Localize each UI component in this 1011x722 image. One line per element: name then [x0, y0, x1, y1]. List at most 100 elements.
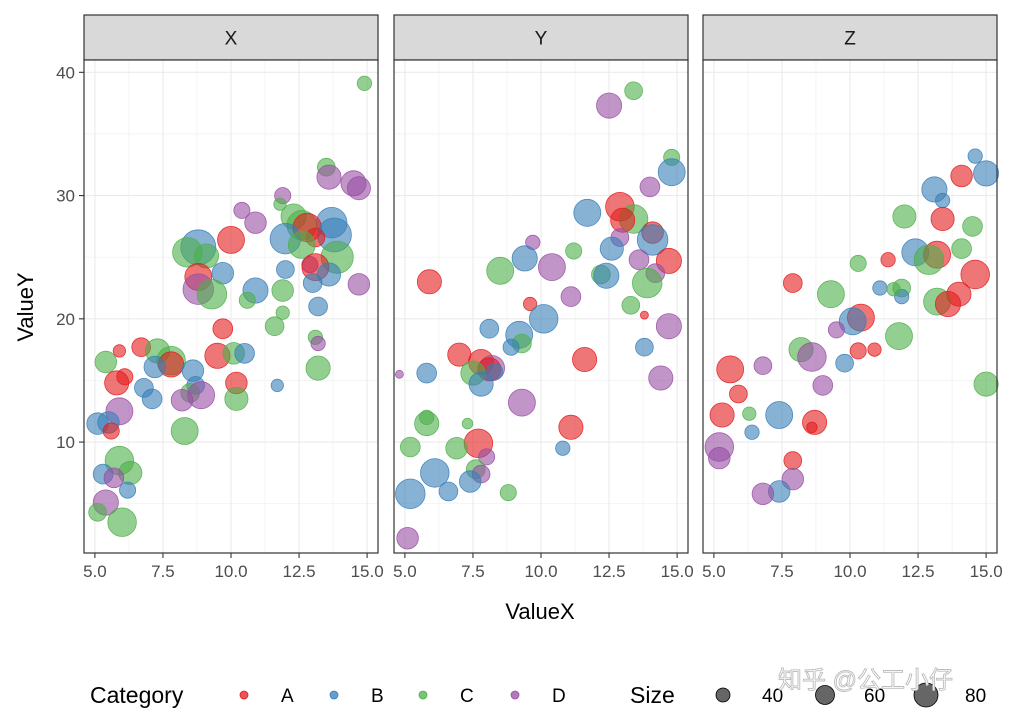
point-b [316, 262, 341, 287]
point-c [885, 322, 913, 351]
point-a [849, 342, 867, 360]
point-c [264, 316, 285, 337]
point-c [624, 81, 643, 101]
point-c [632, 267, 663, 299]
point-c [356, 75, 372, 92]
point-a [572, 346, 598, 372]
point-c [913, 244, 945, 275]
point-a [709, 402, 735, 428]
point-b [636, 224, 669, 256]
point-a [217, 225, 245, 254]
point-b [635, 337, 654, 357]
x-tick-label: 5.0 [702, 562, 726, 581]
y-tick-label: 40 [56, 63, 75, 82]
point-b [502, 338, 520, 356]
point-d [310, 335, 326, 352]
facet-strip-label: Z [844, 29, 856, 50]
point-d [396, 527, 419, 550]
y-tick-label: 30 [56, 187, 75, 206]
point-b [872, 280, 888, 296]
point-b [438, 481, 459, 502]
point-b [459, 470, 482, 493]
point-d [316, 164, 342, 190]
x-tick-label: 7.5 [770, 562, 794, 581]
point-c [170, 417, 199, 445]
point-d [648, 365, 674, 391]
watermark: 知乎 @公工小仔 [778, 667, 953, 694]
point-c [414, 411, 440, 437]
facet-strip-label: Y [535, 29, 548, 50]
point-a [416, 269, 442, 295]
point-c [399, 436, 421, 458]
point-a [950, 164, 973, 188]
point-a [880, 252, 896, 268]
point-b [395, 478, 426, 510]
legend-category-title: Category [90, 682, 184, 708]
point-a [102, 422, 120, 440]
point-b [479, 318, 500, 339]
point-d [753, 356, 773, 376]
facet-strip [393, 14, 689, 61]
legend-key-c [418, 690, 428, 700]
point-d [827, 321, 845, 339]
point-b [967, 148, 983, 164]
point-b [838, 307, 867, 336]
point-d [233, 201, 251, 219]
point-d [244, 211, 267, 234]
point-a [716, 355, 745, 384]
point-a [112, 344, 127, 358]
point-c [973, 371, 999, 397]
point-a [960, 259, 990, 290]
point-b [234, 342, 255, 364]
facet-panel-y: Y 5.0 7.5 10.0 12.5 15.0 [393, 14, 694, 581]
point-b [593, 262, 620, 289]
x-tick-label: 10.0 [833, 562, 866, 581]
x-tick-label: 12.5 [902, 562, 935, 581]
point-d [170, 389, 194, 412]
legend-size-key [913, 682, 939, 708]
point-d [347, 273, 371, 296]
point-b [835, 353, 854, 373]
point-a [867, 342, 882, 357]
point-b [302, 273, 323, 293]
point-c [445, 437, 468, 460]
point-b [511, 245, 538, 272]
point-c [94, 350, 118, 374]
point-d [508, 388, 536, 417]
point-c [461, 417, 474, 430]
point-d [538, 253, 566, 282]
legend-key-a [239, 690, 249, 700]
point-a [212, 318, 234, 340]
legend-label-b: B [371, 686, 384, 707]
point-b [934, 192, 951, 209]
point-d [797, 342, 827, 372]
point-c [892, 204, 917, 229]
legend-size-label: 60 [864, 686, 885, 707]
point-c [951, 238, 972, 259]
x-tick-label: 7.5 [461, 562, 485, 581]
point-b [555, 440, 571, 456]
point-b [468, 371, 494, 397]
point-d [478, 448, 496, 466]
point-c [287, 230, 316, 259]
points [704, 148, 1000, 506]
point-d [346, 176, 371, 201]
legend-size-label: 80 [965, 686, 986, 707]
point-a [729, 384, 748, 404]
x-tick-label: 10.0 [524, 562, 557, 581]
point-d [628, 249, 650, 271]
point-a [782, 273, 803, 293]
facet-strip [83, 14, 379, 61]
point-d [639, 176, 661, 198]
x-tick-label: 15.0 [351, 562, 384, 581]
points [86, 75, 372, 537]
legend-label-c: C [460, 686, 474, 707]
x-tick-label: 12.5 [593, 562, 626, 581]
facet-panel-x: X 5.0 7.5 10.0 12.5 15.0 [83, 14, 384, 581]
point-b [119, 481, 137, 499]
point-a [640, 310, 649, 320]
point-a [783, 451, 803, 470]
y-axis-title: ValueY [13, 272, 38, 342]
point-c [238, 291, 256, 309]
point-b [420, 458, 450, 488]
